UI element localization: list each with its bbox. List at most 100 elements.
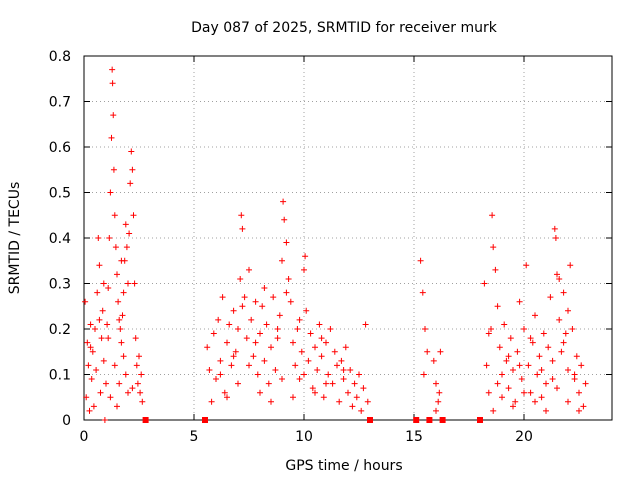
data-point [560,339,567,346]
data-point [488,326,494,332]
data-point [549,376,556,383]
data-point [109,66,116,73]
data-point [334,362,340,369]
data-point [543,407,549,414]
data-point [538,394,545,401]
data-point [573,353,580,360]
data-point [95,235,102,241]
data-point [120,289,127,296]
data-point [547,294,554,301]
data-point [347,366,354,373]
data-point [562,330,569,337]
data-point [307,330,314,337]
data-points [82,66,589,423]
data-point [358,407,365,414]
data-point [552,235,559,241]
data-point [499,394,505,401]
data-point [90,403,97,410]
data-point [283,289,290,296]
data-point [137,389,144,396]
data-point [84,339,91,346]
data-point [136,353,142,360]
data-point [287,298,294,305]
data-point [232,348,239,355]
data-point [490,407,497,414]
data-point [217,357,224,364]
y-tick-label: 0.7 [49,95,71,111]
data-point [549,357,556,364]
data-point [296,376,303,383]
data-point [485,330,492,337]
x-axis-label: GPS time / hours [285,458,402,474]
data-point [424,348,431,355]
data-point [221,389,228,396]
gap-marker [426,417,433,423]
data-point [551,225,558,232]
data-point [527,389,534,396]
data-point [82,298,89,305]
data-point [340,376,347,383]
data-point [238,212,245,219]
data-point [512,398,519,405]
data-point [556,275,563,282]
data-point [138,371,145,378]
data-point [83,394,90,401]
data-point [560,289,567,296]
data-point [567,262,574,269]
data-point [521,389,527,396]
data-point [118,339,125,346]
data-point [274,326,281,332]
data-point [105,335,112,342]
data-point [320,394,327,401]
data-point [206,366,213,373]
data-point [301,371,307,378]
data-point [529,339,536,346]
data-point [120,353,127,360]
data-point [494,380,501,387]
data-point [514,348,521,355]
data-point [261,285,268,292]
data-point [510,366,516,373]
data-point [336,398,343,405]
data-point [494,303,501,310]
data-point [301,266,307,273]
data-point [349,403,356,410]
data-point [342,344,349,351]
data-point [527,335,534,342]
data-point [281,216,288,223]
data-point [571,371,578,378]
data-point [290,339,296,346]
gap-marker [142,417,149,423]
data-point [496,344,503,351]
data-point [250,353,257,360]
data-point [265,380,272,387]
data-point [119,312,126,319]
data-point [543,380,549,387]
data-point [125,280,131,287]
data-point [104,321,111,328]
data-point [312,344,318,351]
data-point [130,212,137,219]
data-point [554,385,560,392]
data-point [112,244,119,251]
data-point [107,394,114,401]
data-point [417,257,424,264]
data-point [437,348,444,355]
data-point [270,294,277,301]
data-point [127,180,134,187]
data-point [578,362,585,369]
data-point [224,394,230,401]
data-point [230,307,237,314]
data-point [100,280,107,287]
data-point [213,376,219,383]
data-point [217,371,224,378]
data-point [536,353,543,360]
data-point [114,271,120,278]
data-point [294,326,301,332]
y-tick-label: 0.2 [49,322,71,338]
data-point [545,344,552,351]
data-point [325,371,332,378]
data-point [420,371,427,378]
data-point [516,298,523,305]
